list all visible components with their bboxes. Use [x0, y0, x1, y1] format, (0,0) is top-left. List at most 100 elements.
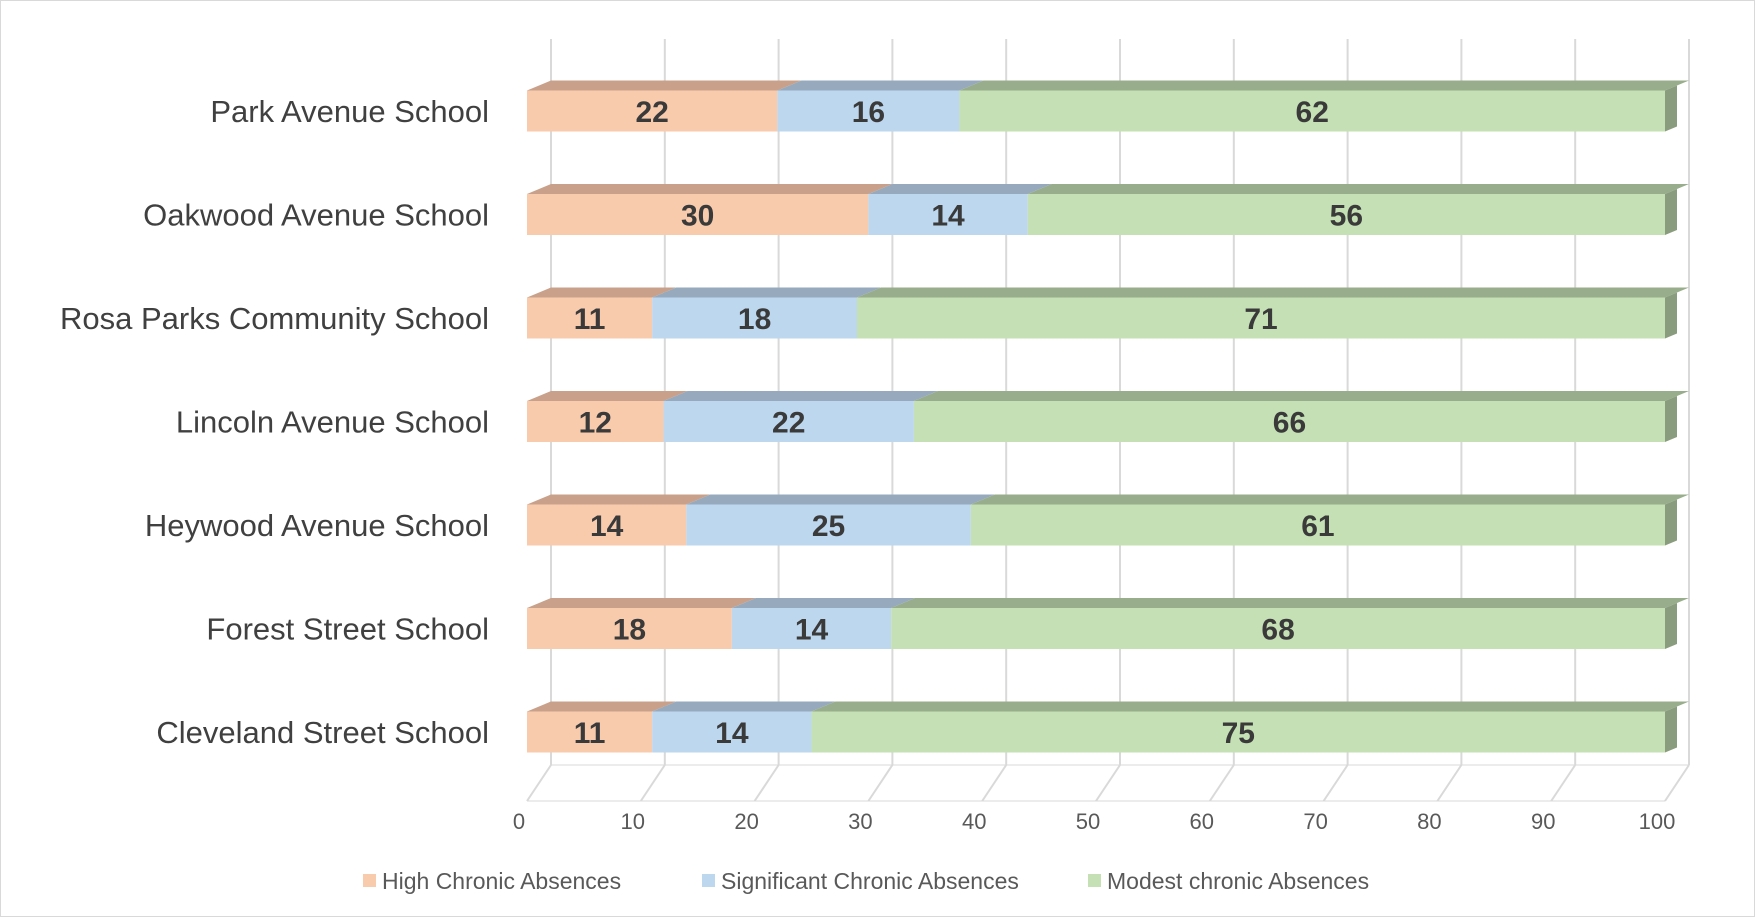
legend-swatch	[702, 874, 715, 887]
legend-item: Significant Chronic Absences	[702, 868, 1019, 894]
data-label: 66	[1273, 407, 1306, 440]
bar-segment-top	[970, 494, 1689, 505]
tick-label: 70	[1303, 809, 1327, 834]
bar-segment	[868, 194, 1028, 235]
data-label: 18	[738, 303, 771, 336]
data-label: 14	[590, 510, 624, 543]
data-label: 56	[1330, 200, 1363, 233]
bar-segment	[959, 90, 1665, 132]
bar-segment	[663, 401, 914, 442]
legend-item: High Chronic Absences	[363, 868, 621, 894]
bar-segment-top	[527, 598, 756, 608]
bar-segment	[913, 401, 1665, 442]
bar-row: 12 22 66	[527, 391, 1689, 442]
legend: High Chronic Absences Significant Chronic…	[363, 868, 1369, 894]
gridline-floor	[981, 764, 1008, 802]
bar-segment	[652, 711, 812, 753]
data-label: 22	[635, 96, 668, 129]
bar-end-cap	[1665, 85, 1677, 132]
bar-segment	[777, 90, 960, 132]
gridline-floor	[1550, 764, 1577, 802]
bar-segment	[811, 711, 1665, 753]
legend-swatch	[1088, 874, 1101, 887]
data-label: 14	[795, 614, 829, 647]
bar-segment-top	[913, 391, 1689, 401]
bar-segment-top	[857, 287, 1689, 298]
bar-segment-top	[652, 287, 882, 298]
bar-segment	[652, 297, 858, 339]
bar-end-cap	[1665, 396, 1677, 442]
gridline-floor	[526, 764, 552, 802]
bar-segment	[527, 90, 778, 132]
gridline-floor	[753, 764, 780, 802]
gridline-floor	[1436, 764, 1463, 802]
bar-segment	[686, 504, 971, 546]
gridline-floor	[1095, 764, 1121, 802]
bars: 22 16 62 30 14 56 11 18 71 12 22 66 14 25 61 18 14 68 11 14…	[527, 80, 1689, 753]
bar-segment-top	[663, 391, 938, 401]
bar-segment-top	[652, 701, 836, 712]
legend-label: Modest chronic Absences	[1107, 868, 1369, 894]
tick-label: 90	[1531, 809, 1555, 834]
category-label: Heywood Avenue School	[145, 508, 489, 543]
value-axis: 0 10 20 30 40 50 60 70 80 90 100	[513, 809, 1675, 834]
data-label: 16	[852, 96, 885, 129]
gridline-floor	[1664, 764, 1690, 802]
bar-end-cap	[1665, 499, 1677, 546]
bar-segment-top	[527, 701, 677, 712]
bar-segment-top	[811, 701, 1689, 712]
bar-segment	[527, 504, 687, 546]
bar-segment-top	[686, 494, 995, 505]
gridline-floor	[639, 764, 666, 802]
category-label: Rosa Parks Community School	[60, 301, 489, 336]
bar-segment-top	[1027, 184, 1689, 194]
data-label: 14	[715, 717, 749, 750]
data-label: 75	[1222, 717, 1255, 750]
bar-segment	[527, 194, 869, 235]
bar-segment-top	[527, 184, 893, 194]
data-label: 12	[579, 407, 612, 440]
data-label: 11	[574, 303, 606, 336]
category-label: Cleveland Street School	[156, 715, 489, 750]
data-label: 68	[1261, 614, 1294, 647]
tick-label: 40	[962, 809, 986, 834]
bar-segment	[731, 608, 892, 649]
bar-segment	[857, 297, 1665, 339]
bar-row: 11 14 75	[527, 701, 1689, 753]
tick-label: 30	[848, 809, 872, 834]
bar-end-cap	[1665, 292, 1677, 339]
legend-label: High Chronic Absences	[382, 868, 621, 894]
data-label: 62	[1296, 96, 1329, 129]
category-label: Park Avenue School	[210, 94, 489, 129]
bar-segment-top	[527, 391, 688, 401]
bar-segment	[970, 504, 1665, 546]
legend-swatch	[363, 874, 376, 887]
bar-segment-top	[891, 598, 1689, 608]
bar-row: 22 16 62	[527, 80, 1689, 132]
bar-end-cap	[1665, 603, 1677, 649]
tick-label: 50	[1076, 809, 1100, 834]
legend-item: Modest chronic Absences	[1088, 868, 1369, 894]
bar-segment-top	[527, 80, 802, 91]
tick-label: 0	[513, 809, 525, 834]
bar-segment	[891, 608, 1665, 649]
data-label: 30	[681, 200, 714, 233]
category-label: Lincoln Avenue School	[176, 405, 489, 440]
data-label: 18	[613, 614, 646, 647]
bar-segment	[527, 297, 653, 339]
bar-row: 14 25 61	[527, 494, 1689, 546]
legend-label: Significant Chronic Absences	[721, 868, 1019, 894]
bar-segment-top	[731, 598, 916, 608]
bar-row: 30 14 56	[527, 184, 1689, 235]
gridline-floor	[867, 764, 894, 802]
gridline-floor	[1208, 764, 1235, 802]
data-label: 14	[931, 200, 965, 233]
bar-segment-top	[527, 287, 677, 298]
bar-segment	[527, 401, 664, 442]
category-label: Oakwood Avenue School	[143, 198, 489, 233]
data-label: 61	[1301, 510, 1334, 543]
category-label: Forest Street School	[206, 612, 489, 647]
bar-segment-top	[868, 184, 1052, 194]
